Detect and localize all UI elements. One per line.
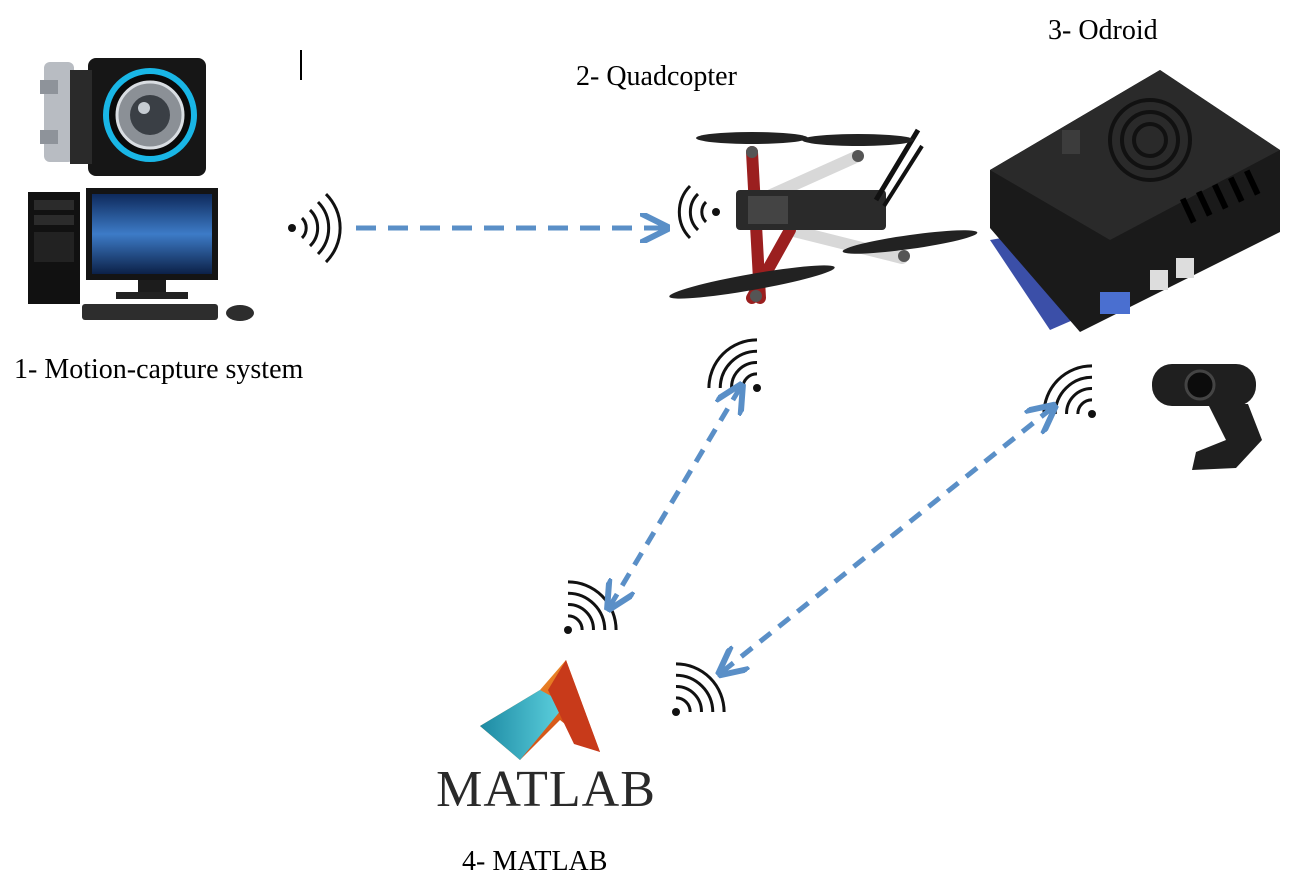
wifi-signal-icon: [288, 192, 342, 264]
wifi-signal-icon: [1042, 364, 1096, 418]
webcam-icon: [1152, 364, 1262, 470]
odroid-board-icon: [990, 70, 1280, 332]
wifi-signal-icon: [564, 580, 618, 634]
matlab-wordmark: MATLAB: [436, 761, 656, 818]
matlab-logo-icon: MATLAB: [436, 660, 656, 818]
quadcopter-icon: [669, 128, 978, 304]
desktop-pc-icon: [28, 188, 254, 321]
link-odroid-matlab: [722, 408, 1052, 672]
wifi-signal-icon: [672, 662, 726, 716]
wifi-signal-icon: [677, 184, 720, 240]
wifi-signal-icon: [707, 338, 761, 392]
text-cursor: [300, 50, 302, 80]
label-odroid: 3- Odroid: [1048, 15, 1158, 46]
label-quadcopter: 2- Quadcopter: [576, 61, 737, 92]
label-motion-capture: 1- Motion-capture system: [14, 354, 304, 385]
mocap-camera-icon: [40, 58, 206, 176]
link-quadcopter-matlab: [610, 388, 740, 606]
label-matlab: 4- MATLAB: [462, 846, 608, 877]
